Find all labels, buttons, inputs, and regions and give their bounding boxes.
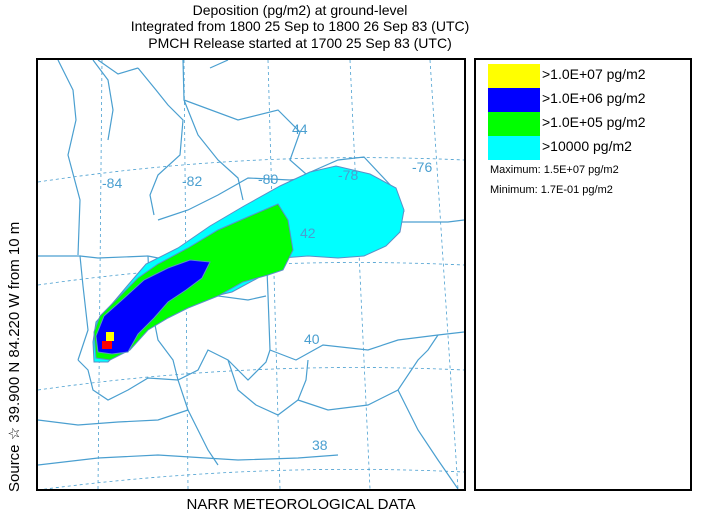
map-legend: >1.0E+07 pg/m2 >1.0E+06 pg/m2 >1.0E+05 p…: [474, 58, 692, 491]
legend-swatch: [488, 136, 540, 160]
longitude-line: [97, 60, 103, 489]
legend-label: >10000 pg/m2: [542, 138, 632, 154]
map-title-line2: Integrated from 1800 25 Sep to 1800 26 S…: [130, 18, 470, 34]
latitude-label: 40: [304, 331, 320, 347]
legend-swatch: [488, 64, 540, 88]
legend-item: >1.0E+05 pg/m2: [488, 112, 688, 136]
red-square-marker: [102, 341, 112, 349]
latitude-label: 38: [312, 437, 328, 453]
legend-label: >1.0E+07 pg/m2: [542, 66, 646, 82]
contour-1e7: [106, 332, 114, 341]
longitude-label: -76: [412, 159, 432, 175]
state-boundary: [38, 255, 89, 361]
lake-huron-east-shore: [182, 60, 244, 201]
legend-item: >1.0E+07 pg/m2: [488, 64, 688, 88]
contour-1e6: [95, 259, 211, 355]
legend-label: >1.0E+06 pg/m2: [542, 90, 646, 106]
chesapeake-shore: [397, 389, 459, 489]
source-location-label: Source ☆ 39.900 N 84.220 W from 10 m: [6, 221, 23, 492]
latitude-label: 42: [300, 225, 316, 241]
shoreline: [97, 60, 139, 75]
latitude-line: [38, 367, 464, 391]
lake-michigan-east-shore: [92, 60, 114, 141]
legend-item: >10000 pg/m2: [488, 136, 688, 160]
grid-labels: -84 -82 -80 -78 -76 44 42 40 38: [102, 121, 432, 453]
deposition-plume: [92, 165, 405, 363]
state-boundary: [38, 409, 189, 426]
legend-label: >1.0E+05 pg/m2: [542, 114, 646, 130]
west-virginia-boundary: [227, 359, 309, 416]
shoreline: [209, 60, 229, 69]
longitude-label: -80: [258, 171, 278, 187]
longitude-line: [349, 60, 371, 489]
latitude-line: [38, 157, 464, 183]
state-boundary: [79, 255, 149, 259]
longitude-label: -78: [338, 167, 358, 183]
longitude-line: [429, 60, 459, 489]
map-title-line3: PMCH Release started at 1700 25 Sep 83 (…: [148, 35, 452, 51]
lake-huron-west-shore: [137, 67, 184, 216]
deposition-map: -84 -82 -80 -78 -76 44 42 40 38: [36, 58, 466, 491]
pennsylvania-boundary: [265, 244, 464, 361]
latitude-line: [42, 468, 464, 489]
legend-item: >1.0E+06 pg/m2: [488, 88, 688, 112]
longitude-label: -84: [102, 175, 122, 191]
legend-swatch: [488, 88, 540, 112]
map-canvas: -84 -82 -80 -78 -76 44 42 40 38: [38, 60, 464, 489]
latitude-label: 44: [292, 121, 308, 137]
state-boundary: [38, 454, 339, 466]
legend-swatch: [488, 112, 540, 136]
legend-minimum: Minimum: 1.7E-01 pg/m2: [490, 184, 613, 196]
meteorological-data-label: NARR METEOROLOGICAL DATA: [186, 496, 416, 513]
georgian-bay: [183, 99, 307, 175]
kentucky-boundary: [177, 379, 219, 466]
legend-maximum: Maximum: 1.5E+07 pg/m2: [490, 164, 619, 176]
map-title-line1: Deposition (pg/m2) at ground-level: [192, 2, 408, 18]
lake-michigan-shore: [57, 60, 81, 256]
longitude-label: -82: [182, 173, 202, 189]
